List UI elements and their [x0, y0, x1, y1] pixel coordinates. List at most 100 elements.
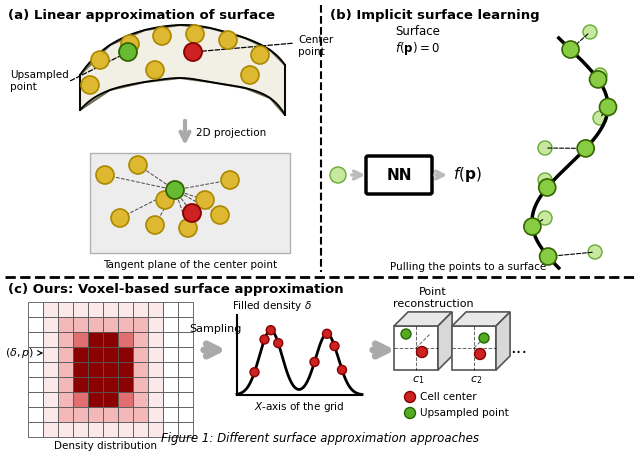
Bar — [133, 377, 148, 392]
Text: 2D projection: 2D projection — [196, 128, 266, 138]
Circle shape — [588, 245, 602, 259]
Bar — [148, 317, 163, 332]
Text: Center
point: Center point — [298, 35, 333, 56]
Text: $X$-axis of the grid: $X$-axis of the grid — [254, 400, 345, 414]
Bar — [28, 347, 43, 362]
Bar — [28, 362, 43, 377]
Text: $\mathbf{p}$: $\mathbf{p}$ — [330, 168, 342, 184]
Circle shape — [153, 27, 171, 45]
Bar — [28, 302, 43, 317]
Bar — [88, 407, 103, 422]
Text: (b) Implicit surface learning: (b) Implicit surface learning — [330, 9, 540, 22]
Circle shape — [156, 191, 174, 209]
Bar — [28, 422, 43, 437]
Bar — [133, 302, 148, 317]
Circle shape — [196, 191, 214, 209]
Bar — [43, 302, 58, 317]
Bar — [58, 302, 73, 317]
Circle shape — [274, 339, 283, 348]
Polygon shape — [394, 312, 452, 326]
Bar — [118, 347, 133, 362]
Circle shape — [81, 76, 99, 94]
Bar — [28, 332, 43, 347]
Bar — [148, 377, 163, 392]
Circle shape — [241, 66, 259, 84]
Bar — [163, 317, 178, 332]
Bar — [88, 392, 103, 407]
Bar — [118, 317, 133, 332]
Bar — [133, 407, 148, 422]
Text: Density distribution
within each grid cell: Density distribution within each grid ce… — [52, 441, 158, 451]
Circle shape — [251, 46, 269, 64]
Text: (c) Ours: Voxel-based surface approximation: (c) Ours: Voxel-based surface approximat… — [8, 283, 344, 296]
Text: Filled density $\delta$: Filled density $\delta$ — [232, 299, 312, 313]
Bar — [118, 377, 133, 392]
Bar — [88, 377, 103, 392]
Circle shape — [250, 368, 259, 377]
Bar — [178, 422, 193, 437]
Text: $c_1$: $c_1$ — [412, 374, 424, 386]
Circle shape — [179, 219, 197, 237]
Bar — [28, 392, 43, 407]
Bar — [43, 347, 58, 362]
Circle shape — [577, 140, 594, 157]
Circle shape — [186, 25, 204, 43]
Circle shape — [119, 43, 137, 61]
Circle shape — [330, 341, 339, 350]
Bar — [163, 332, 178, 347]
Circle shape — [266, 326, 275, 335]
Bar — [43, 362, 58, 377]
Bar — [90, 153, 290, 253]
Bar — [73, 302, 88, 317]
Circle shape — [474, 349, 486, 359]
Bar — [103, 422, 118, 437]
Circle shape — [146, 216, 164, 234]
Text: Cell center: Cell center — [420, 392, 477, 402]
Circle shape — [184, 43, 202, 61]
Circle shape — [211, 206, 229, 224]
Bar — [163, 407, 178, 422]
Text: Tangent plane of the center point: Tangent plane of the center point — [103, 260, 277, 270]
Circle shape — [479, 333, 489, 343]
Bar — [88, 317, 103, 332]
Bar — [103, 392, 118, 407]
Circle shape — [323, 329, 332, 338]
Bar — [73, 332, 88, 347]
Circle shape — [583, 25, 597, 39]
Bar — [73, 422, 88, 437]
Bar — [133, 347, 148, 362]
Bar — [118, 422, 133, 437]
Circle shape — [330, 167, 346, 183]
Text: (a) Linear approximation of surface: (a) Linear approximation of surface — [8, 9, 275, 22]
Bar — [133, 392, 148, 407]
Bar — [58, 317, 73, 332]
Circle shape — [129, 156, 147, 174]
Bar — [148, 332, 163, 347]
Text: Sampling: Sampling — [189, 324, 241, 334]
Circle shape — [593, 111, 607, 125]
Circle shape — [538, 173, 552, 187]
FancyBboxPatch shape — [366, 156, 432, 194]
Bar — [88, 332, 103, 347]
Bar — [148, 362, 163, 377]
Bar — [58, 392, 73, 407]
Circle shape — [562, 41, 579, 58]
Circle shape — [221, 171, 239, 189]
Bar — [43, 392, 58, 407]
Polygon shape — [438, 312, 452, 370]
Bar — [178, 377, 193, 392]
Bar — [88, 302, 103, 317]
Circle shape — [401, 329, 411, 339]
Bar — [178, 317, 193, 332]
Bar — [73, 347, 88, 362]
Polygon shape — [452, 312, 510, 326]
Bar — [58, 332, 73, 347]
Bar — [58, 362, 73, 377]
Bar — [103, 332, 118, 347]
Bar — [163, 302, 178, 317]
Bar — [148, 347, 163, 362]
Circle shape — [540, 248, 557, 265]
Bar — [28, 317, 43, 332]
Bar — [43, 332, 58, 347]
Bar — [178, 407, 193, 422]
